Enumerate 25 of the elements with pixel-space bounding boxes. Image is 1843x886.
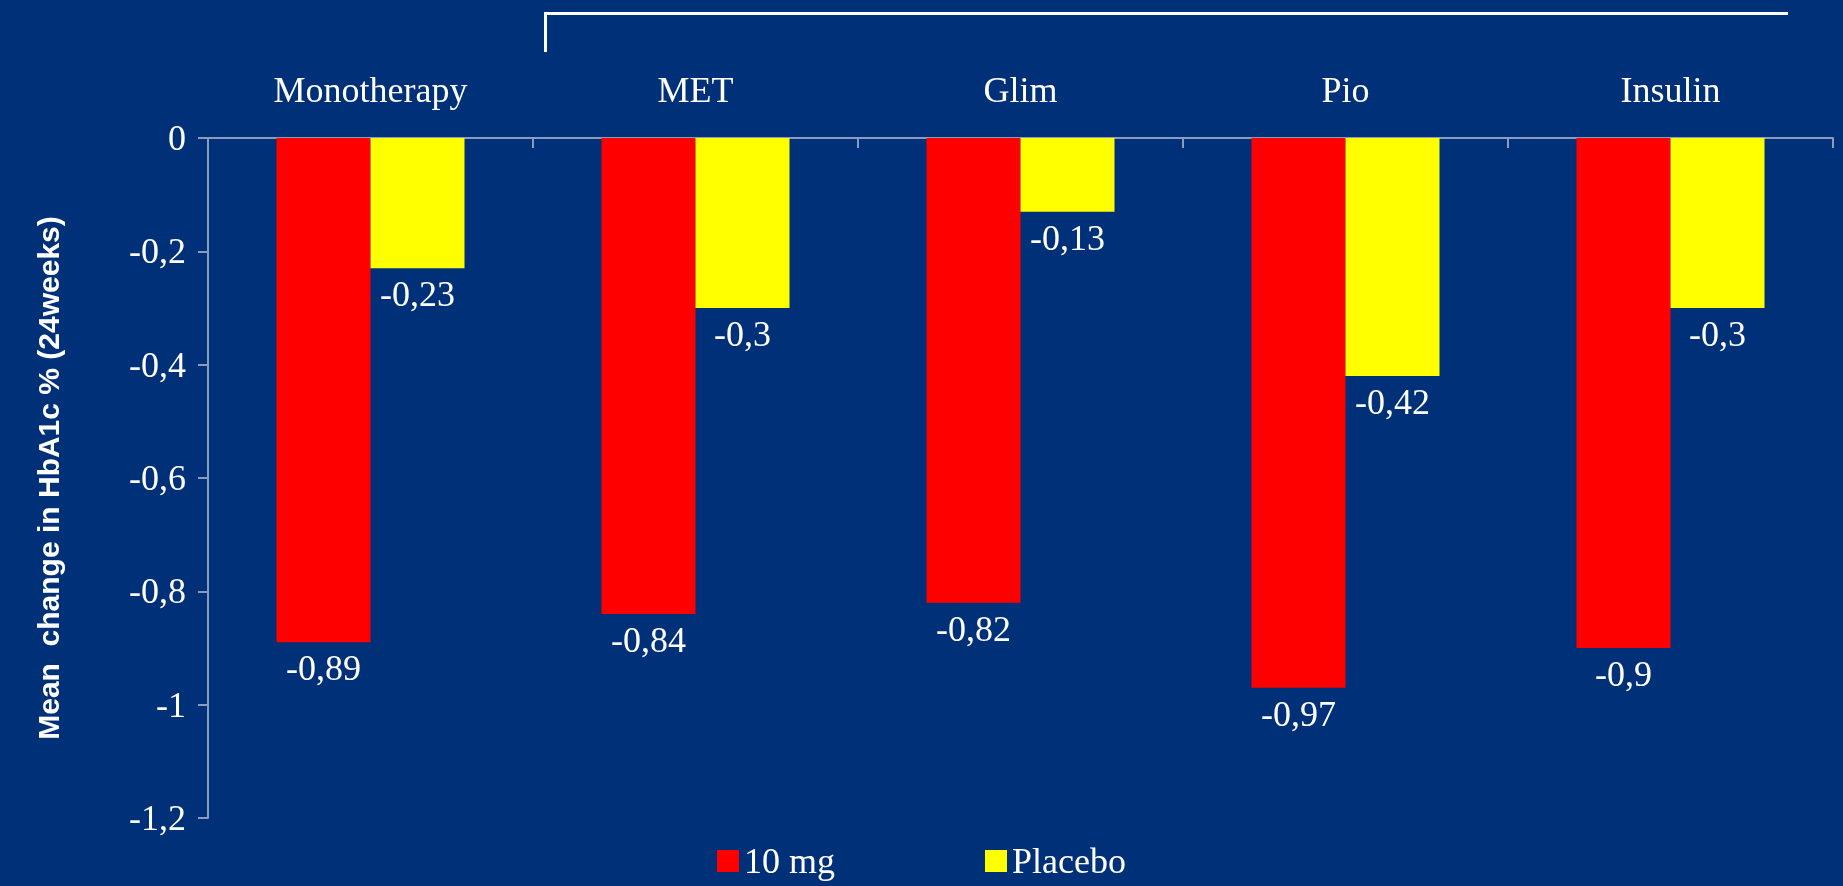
data-label: -0,3 [1689,314,1746,354]
x-tick-label: Glim [983,70,1058,110]
data-label: -0,89 [286,648,361,689]
data-label: -0,3 [714,314,771,354]
x-tick-label: Pio [1321,70,1370,110]
data-label: -0,13 [1030,217,1105,258]
data-label: -0,97 [1261,693,1336,734]
y-tick-label: -0,2 [129,231,186,272]
y-axis-title: Mean change in HbA1c % (24weeks) [31,216,65,740]
legend-label: 10 mg [744,841,836,881]
data-label: -0,23 [380,274,455,315]
data-label: -0,84 [611,620,686,660]
data-label: -0,42 [1355,382,1430,422]
legend-label: Placebo [1012,841,1126,881]
data-label: -0,9 [1595,654,1652,694]
x-tick-label: Monotherapy [273,70,468,110]
data-label: -0,82 [936,608,1011,649]
y-tick-label: -0,8 [129,571,186,612]
y-tick-label: -1,2 [129,798,186,838]
y-tick-label: 0 [168,118,186,158]
x-tick-label: Insulin [1620,70,1721,110]
y-tick-label: -1 [156,684,186,725]
y-tick-label: -0,4 [129,344,186,385]
x-tick-label: MET [657,70,734,110]
y-tick-label: -0,6 [129,458,186,498]
